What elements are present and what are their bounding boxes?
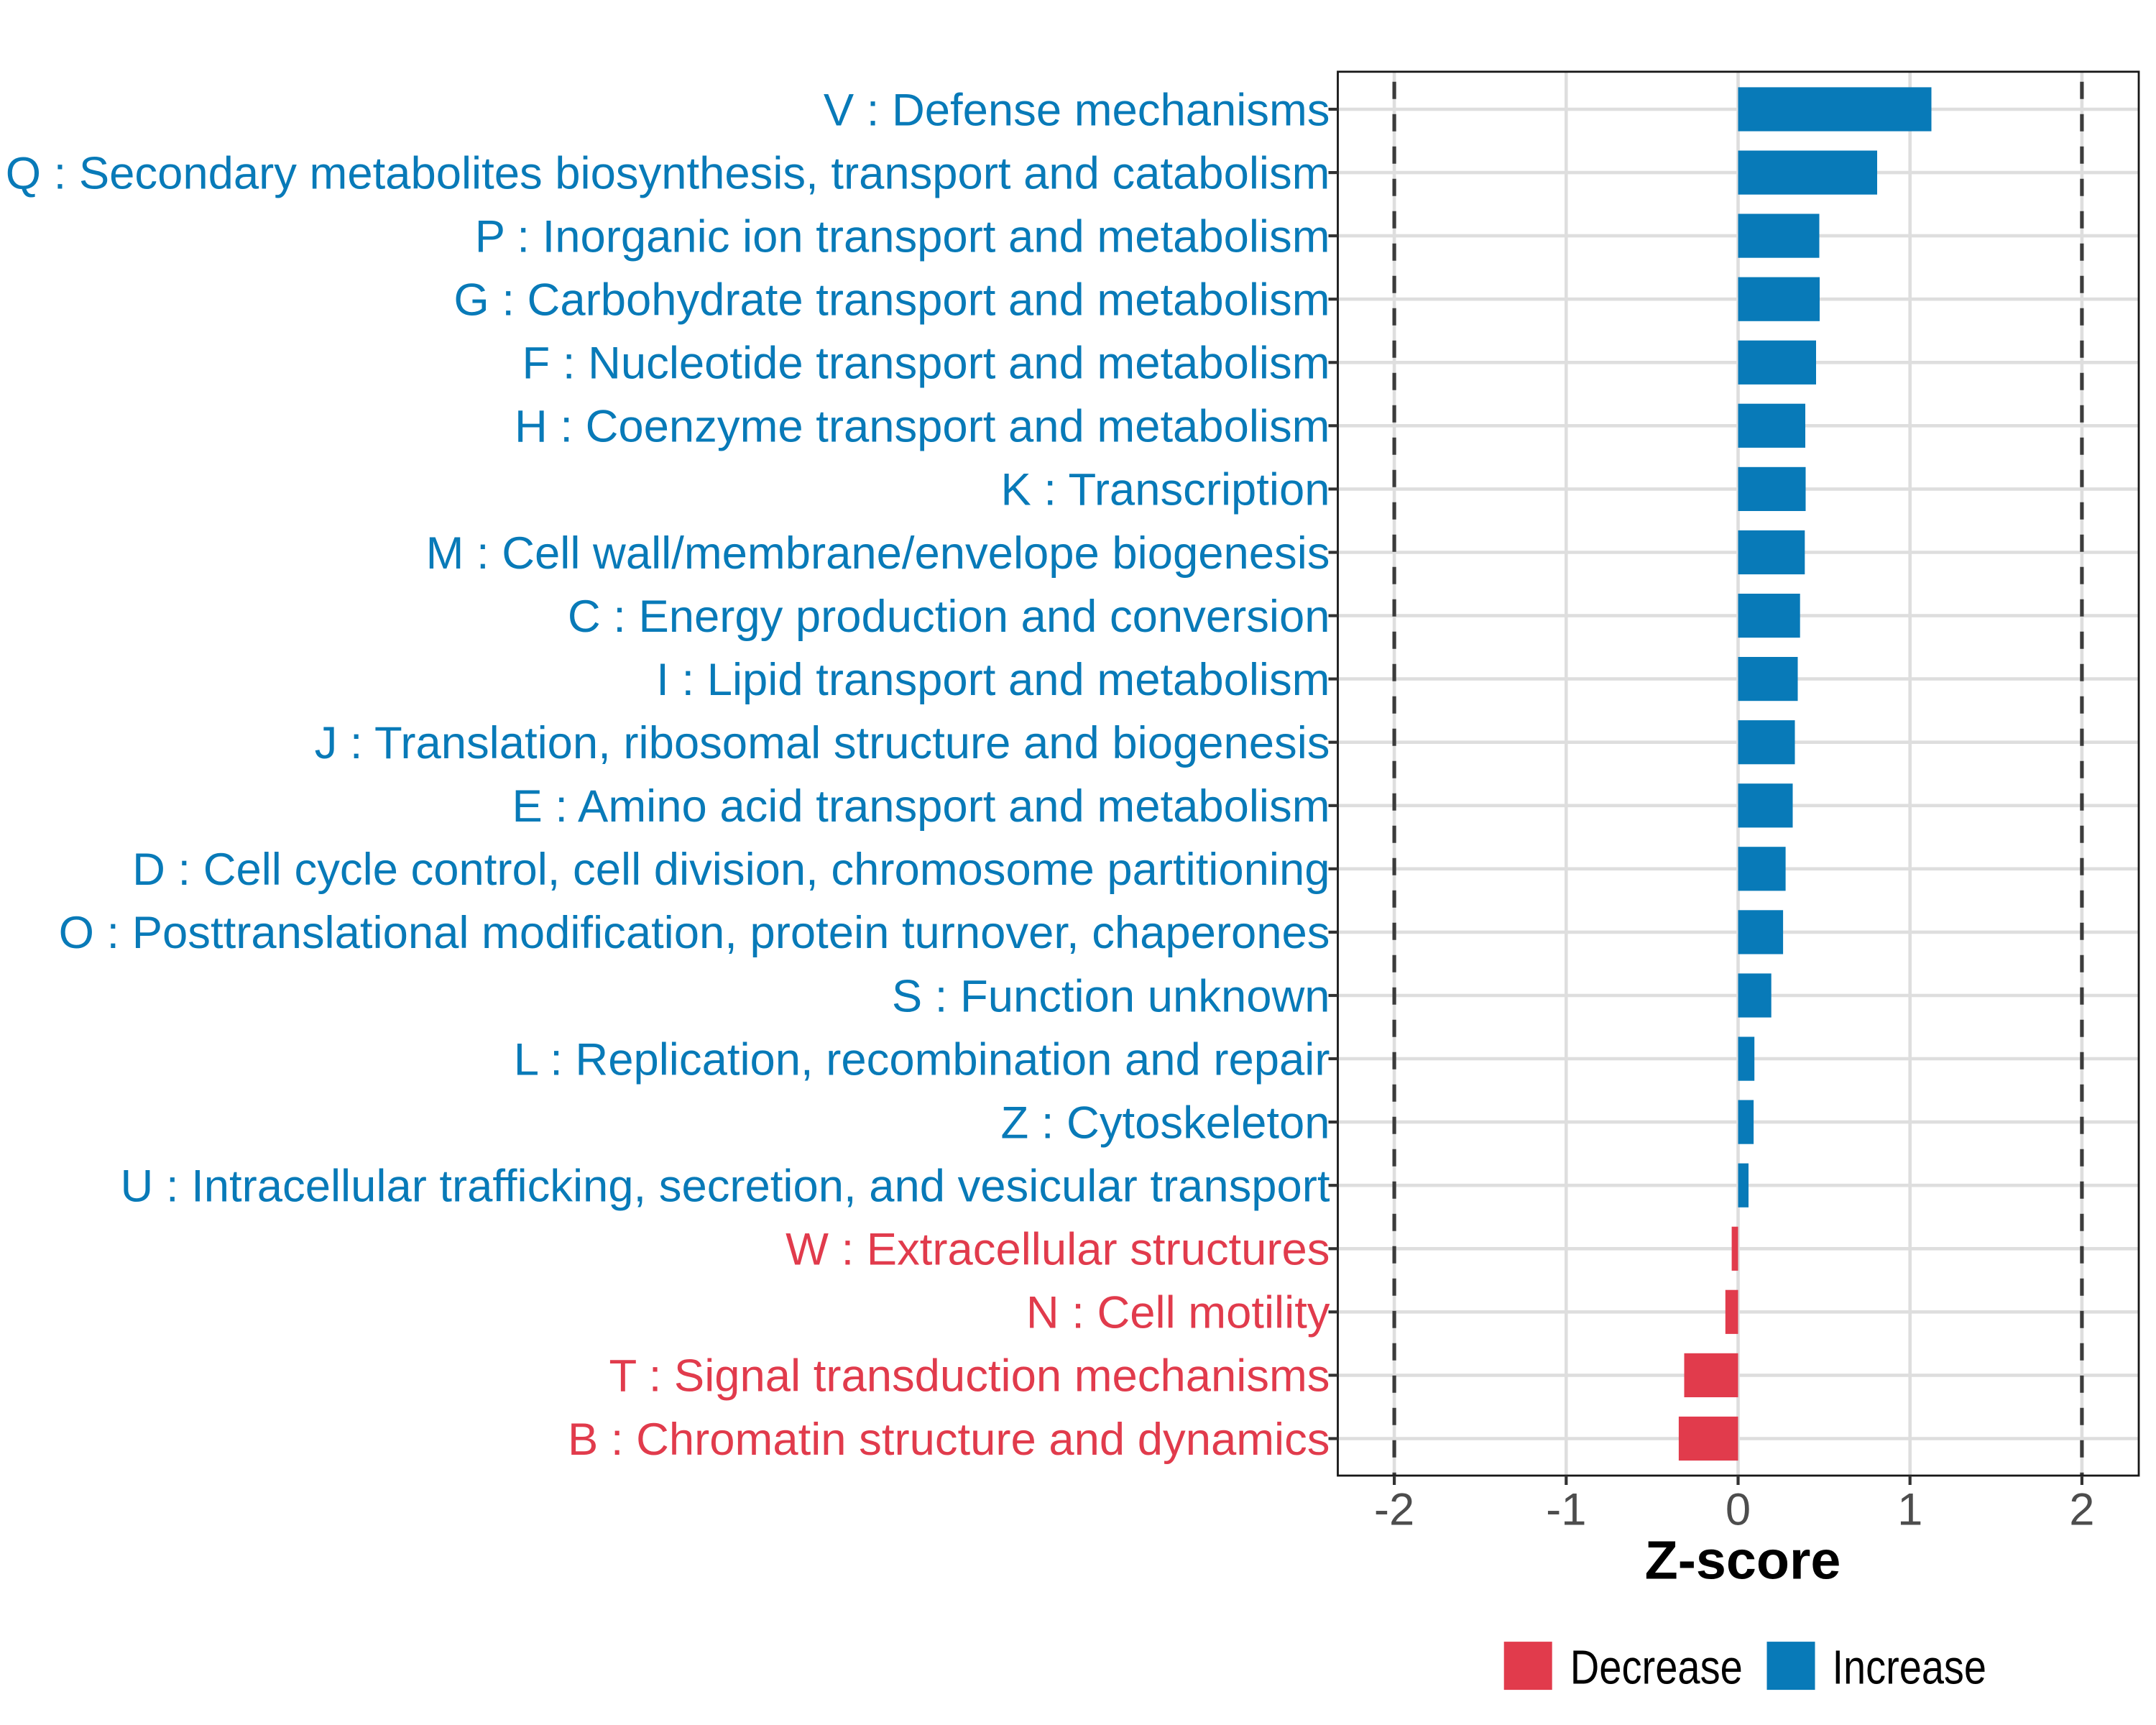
svg-text:M : Cell wall/membrane/envelop: M : Cell wall/membrane/envelope biogenes… <box>426 528 1330 579</box>
svg-text:E : Amino acid transport and m: E : Amino acid transport and metabolism <box>512 781 1330 832</box>
svg-text:1: 1 <box>1897 1485 1922 1535</box>
svg-text:Z-score: Z-score <box>1645 1530 1841 1591</box>
svg-text:Z : Cytoskeleton: Z : Cytoskeleton <box>1000 1098 1330 1148</box>
svg-text:K : Transcription: K : Transcription <box>1000 465 1330 515</box>
svg-text:Increase: Increase <box>1833 1641 1987 1695</box>
svg-text:H : Coenzyme transport and met: H : Coenzyme transport and metabolism <box>515 402 1330 452</box>
svg-text:B : Chromatin structure and dy: B : Chromatin structure and dynamics <box>568 1414 1330 1465</box>
svg-text:2: 2 <box>2069 1485 2094 1535</box>
svg-text:Decrease: Decrease <box>1570 1641 1743 1695</box>
svg-text:S : Function unknown: S : Function unknown <box>892 971 1330 1021</box>
svg-text:L : Replication, recombination: L : Replication, recombination and repai… <box>514 1034 1330 1085</box>
svg-text:P : Inorganic ion transport an: P : Inorganic ion transport and metaboli… <box>475 211 1330 262</box>
svg-text:J : Translation, ribosomal str: J : Translation, ribosomal structure and… <box>315 718 1330 768</box>
svg-text:C : Energy production and conv: C : Energy production and conversion <box>568 592 1330 642</box>
svg-text:O : Posttranslational modifica: O : Posttranslational modification, prot… <box>59 908 1330 958</box>
svg-text:I : Lipid transport and metabo: I : Lipid transport and metabolism <box>656 655 1330 705</box>
svg-text:0: 0 <box>1726 1485 1751 1535</box>
svg-text:U : Intracellular trafficking,: U : Intracellular trafficking, secretion… <box>121 1162 1330 1212</box>
svg-text:T : Signal transduction mechan: T : Signal transduction mechanisms <box>609 1351 1330 1402</box>
svg-text:F : Nucleotide transport and m: F : Nucleotide transport and metabolism <box>522 339 1330 389</box>
svg-text:-2: -2 <box>1374 1485 1414 1535</box>
svg-text:D : Cell cycle control, cell d: D : Cell cycle control, cell division, c… <box>132 845 1330 895</box>
svg-text:Q : Secondary metabolites bios: Q : Secondary metabolites biosynthesis, … <box>6 148 1330 198</box>
svg-text:W : Extracellular structures: W : Extracellular structures <box>786 1225 1330 1275</box>
svg-text:G : Carbohydrate transport and: G : Carbohydrate transport and metabolis… <box>453 275 1330 326</box>
svg-text:-1: -1 <box>1546 1485 1586 1535</box>
svg-text:N : Cell motility: N : Cell motility <box>1026 1288 1330 1338</box>
svg-text:V : Defense mechanisms: V : Defense mechanisms <box>824 85 1330 135</box>
